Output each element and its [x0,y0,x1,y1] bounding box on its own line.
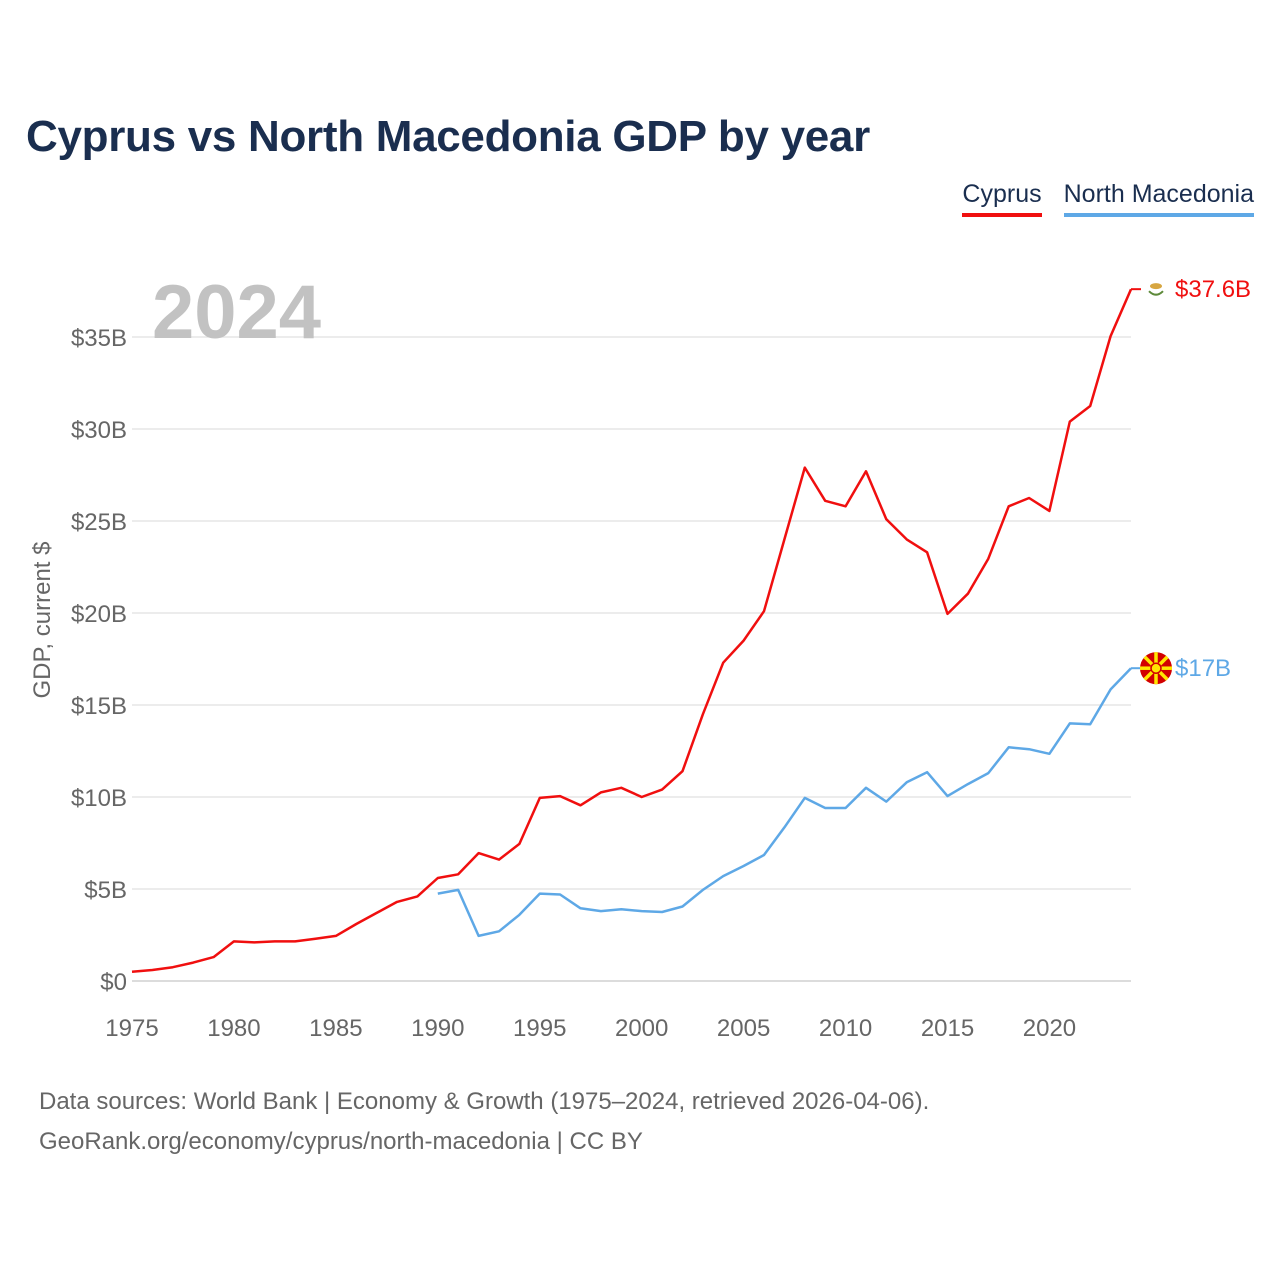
y-tick-label: $0 [100,969,127,996]
cyprus-flag-island [1150,283,1162,290]
series-line-cyprus [131,288,1133,974]
y-tick-label: $25B [71,509,127,536]
y-tick-label: $15B [71,693,127,720]
y-tick-label: $10B [71,785,127,812]
cyprus-flag-branches [1148,290,1164,296]
line-chart: $0 $5B $10B $15B $20B $25B $30B $35B 1975 1980 198… [29,270,1251,1042]
x-tick-label: 1990 [411,1015,464,1042]
x-tick-label: 2020 [1023,1015,1076,1042]
chart-title: Cyprus vs North Macedonia GDP by year [26,112,870,161]
x-tick-label: 1980 [207,1015,260,1042]
legend-item-north-macedonia[interactable]: North Macedonia [1063,180,1254,217]
x-tick-label: 2000 [615,1015,668,1042]
year-label: 2024 [152,270,321,355]
x-tick-label: 2015 [921,1015,974,1042]
y-tick-label: $30B [71,417,127,444]
y-tick-label: $5B [84,877,127,904]
footer-sources: Data sources: World Bank | Economy & Gro… [39,1088,930,1115]
x-tick-label: 1975 [105,1015,158,1042]
x-tick-label: 2010 [819,1015,872,1042]
x-tick-label: 2005 [717,1015,770,1042]
end-value-label: $17B [1175,655,1231,682]
footer-attribution: GeoRank.org/economy/cyprus/north-macedon… [39,1128,643,1155]
legend-item-cyprus[interactable]: Cyprus [962,180,1042,217]
end-value-label: $37.6B [1175,276,1251,303]
series-line-north-macedonia [437,667,1132,938]
y-axis-title: GDP, current $ [29,542,56,699]
y-tick-label: $35B [71,325,127,352]
footer: Data sources: World Bank | Economy & Gro… [39,1082,929,1162]
x-tick-label: 1995 [513,1015,566,1042]
y-tick-label: $20B [71,601,127,628]
legend: Cyprus North Macedonia [962,180,1254,217]
sun-disc [1150,662,1162,674]
x-tick-label: 1985 [309,1015,362,1042]
